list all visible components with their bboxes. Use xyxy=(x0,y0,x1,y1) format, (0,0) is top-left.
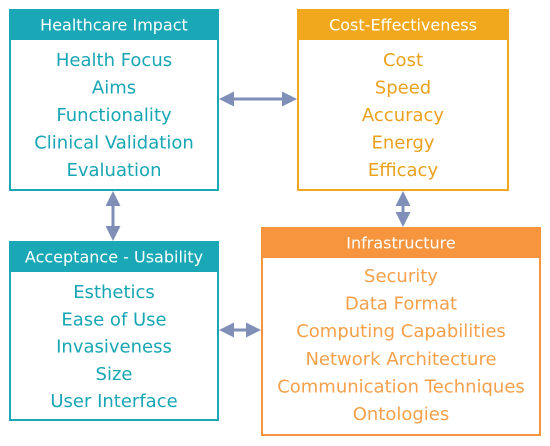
box-item: Ease of Use xyxy=(61,309,166,330)
box-item: Computing Capabilities xyxy=(296,321,506,342)
box-item: Aims xyxy=(92,78,136,99)
box-item: Network Architecture xyxy=(305,349,496,370)
box-item: Accuracy xyxy=(362,105,445,126)
box-item: Esthetics xyxy=(73,282,155,303)
box-item: Health Focus xyxy=(56,50,172,71)
box-item: Invasiveness xyxy=(56,337,172,358)
box-title: Cost-Effectiveness xyxy=(329,16,477,35)
box-item: Energy xyxy=(371,133,434,154)
box-border xyxy=(261,227,541,436)
box-item: Ontologies xyxy=(353,404,450,425)
box-item: Security xyxy=(364,266,438,287)
box-item: Speed xyxy=(375,78,431,99)
box-item: Functionality xyxy=(56,105,172,126)
box-item: Communication Techniques xyxy=(277,376,525,397)
box-title: Acceptance - Usability xyxy=(25,248,203,267)
box: Healthcare Impact Health Focus Aims Functio… xyxy=(9,9,219,191)
box-header xyxy=(10,10,218,40)
box-item: User Interface xyxy=(50,391,177,412)
box-item: Cost xyxy=(383,50,423,71)
box-header xyxy=(298,10,508,40)
box-header xyxy=(10,242,218,272)
box: Cost-Effectiveness Cost Speed Accuracy Energ… xyxy=(297,9,509,191)
box-title: Healthcare Impact xyxy=(40,16,188,35)
box-item: Clinical Validation xyxy=(34,133,194,154)
box: Acceptance - Usability Esthetics Ease of U… xyxy=(9,241,219,421)
box-item: Data Format xyxy=(345,294,457,315)
box-header xyxy=(262,228,540,258)
connectors xyxy=(105,91,411,338)
box: Infrastructure Security Data Format Computi… xyxy=(261,227,541,436)
box-item: Evaluation xyxy=(67,160,162,181)
box-item: Size xyxy=(96,364,133,385)
box-item: Efficacy xyxy=(368,160,439,181)
box-title: Infrastructure xyxy=(346,234,455,253)
